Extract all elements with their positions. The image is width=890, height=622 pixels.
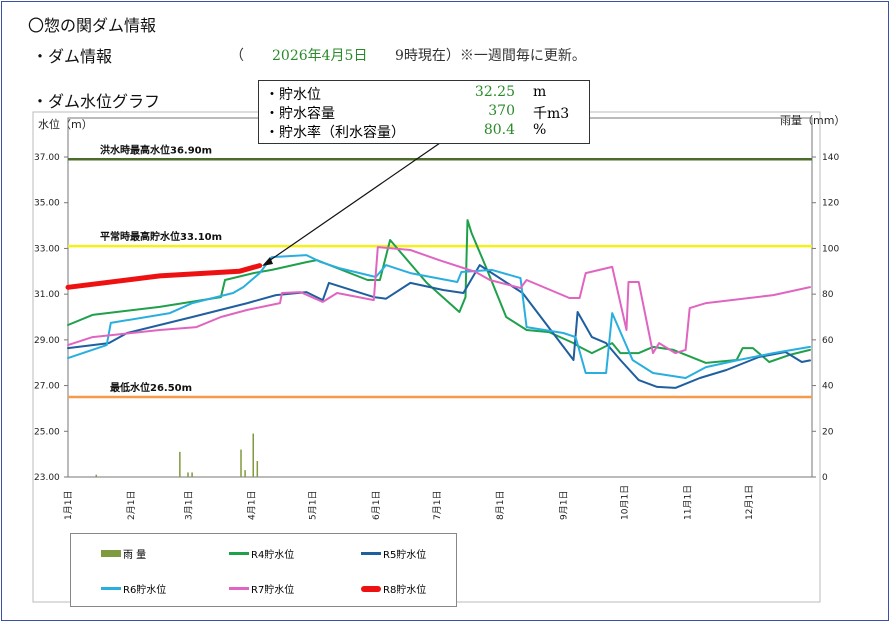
- x-tick-label: 1月1日: [63, 491, 74, 520]
- y2-tick-label: 80: [822, 290, 834, 300]
- legend-swatch: [101, 550, 121, 557]
- status-value: 370: [488, 103, 515, 119]
- x-tick-label: 11月1日: [683, 485, 694, 520]
- legend-swatch: [229, 587, 249, 590]
- update-date: 2026年4月5日: [272, 48, 368, 64]
- page-title: 〇惣の関ダム情報: [28, 16, 157, 35]
- legend-swatch: [101, 587, 121, 590]
- paren-open: （: [230, 48, 244, 64]
- y-tick-label: 27.00: [34, 382, 60, 392]
- legend-r4: R4貯水位: [229, 546, 294, 561]
- current-status-box: ・貯水位 32.25 m ・貯水容量 370 千m3 ・貯水率（利水容量） 80.4%: [258, 80, 590, 144]
- legend-swatch: [229, 552, 249, 555]
- chart-legend: 雨 量 R4貯水位 R5貯水位 R6貯水位 R7貯水位 R8貯水位: [70, 533, 457, 607]
- y2-tick-label: 40: [822, 382, 834, 392]
- x-tick-label: 4月1日: [246, 491, 257, 520]
- dam-info-label: ・ダム情報: [32, 47, 113, 66]
- status-row-rate: ・貯水率（利水容量） 80.4%: [265, 122, 585, 142]
- rain-bar: [244, 470, 246, 477]
- x-tick-label: 6月1日: [371, 491, 382, 520]
- rain-bar: [240, 449, 242, 477]
- x-tick-label: 5月1日: [308, 491, 319, 520]
- x-tick-label: 3月1日: [183, 491, 194, 520]
- series-line-r6: [67, 254, 811, 379]
- y2-tick-label: 20: [822, 427, 834, 437]
- series-line-r5: [67, 264, 811, 389]
- status-label: ・貯水率（利水容量）: [265, 125, 405, 141]
- y-tick-label: 37.00: [34, 153, 60, 163]
- series-line-r4: [67, 219, 811, 364]
- y2-tick-label: 100: [822, 244, 839, 254]
- y-tick-label: 29.00: [34, 336, 60, 346]
- chart-area: [32, 111, 821, 603]
- status-value: 80.4: [483, 122, 515, 138]
- rain-bar: [95, 474, 98, 477]
- legend-r8: R8貯水位: [361, 581, 426, 596]
- rain-bar: [187, 472, 189, 477]
- status-row-volume: ・貯水容量 370 千m3: [265, 103, 585, 123]
- y-tick-label: 33.00: [34, 244, 60, 254]
- x-tick-label: 2月1日: [126, 491, 137, 520]
- series-line-r8: [65, 263, 263, 290]
- status-unit: m: [533, 84, 547, 100]
- y-tick-label: 35.00: [34, 199, 60, 209]
- y2-axis-label: 雨量（mm）: [780, 114, 845, 127]
- rain-bar: [191, 472, 193, 477]
- legend-swatch: [361, 585, 381, 592]
- status-label: ・貯水位: [265, 87, 321, 103]
- status-value: 32.25: [474, 84, 515, 100]
- rain-bar: [179, 451, 181, 477]
- graph-label: ・ダム水位グラフ: [32, 92, 161, 111]
- series-line-r7: [67, 246, 811, 355]
- y2-tick-label: 0: [822, 473, 828, 483]
- y2-tick-label: 140: [822, 153, 839, 163]
- legend-label: 雨 量: [123, 550, 147, 561]
- legend-label: R5貯水位: [383, 550, 427, 561]
- reference-label: 平常時最高貯水位33.10m: [100, 230, 222, 243]
- x-tick-label: 8月1日: [495, 491, 506, 520]
- legend-r7: R7貯水位: [229, 581, 294, 596]
- status-unit: %: [533, 122, 547, 138]
- legend-swatch: [361, 552, 381, 555]
- x-tick-label: 10月1日: [619, 485, 630, 520]
- y2-tick-label: 120: [822, 199, 839, 209]
- callout-arrowhead: [262, 257, 273, 266]
- update-note: 9時現在）※一週間毎に更新。: [395, 48, 586, 64]
- legend-label: R6貯水位: [123, 585, 167, 596]
- y-tick-label: 31.00: [34, 290, 60, 300]
- x-tick-label: 7月1日: [432, 491, 443, 520]
- rain-bar: [256, 461, 259, 477]
- rain-bar: [252, 433, 254, 477]
- legend-r6: R6貯水位: [101, 581, 166, 596]
- x-tick-label: 9月1日: [558, 491, 569, 520]
- x-tick-label: 12月1日: [744, 485, 755, 520]
- status-row-level: ・貯水位 32.25 m: [265, 84, 585, 104]
- legend-r5: R5貯水位: [361, 546, 426, 561]
- y-tick-label: 25.00: [34, 427, 60, 437]
- reference-label: 洪水時最高水位36.90m: [100, 143, 212, 156]
- y-tick-label: 23.00: [34, 473, 60, 483]
- reference-label: 最低水位26.50m: [110, 381, 192, 394]
- callout-arrow: [265, 142, 441, 264]
- legend-label: R7貯水位: [251, 585, 295, 596]
- y-axis-label: 水位（m）: [38, 117, 93, 131]
- y2-tick-label: 60: [822, 336, 834, 346]
- legend-label: R8貯水位: [383, 585, 427, 596]
- legend-label: R4貯水位: [251, 550, 295, 561]
- status-label: ・貯水容量: [265, 106, 335, 122]
- status-unit: 千m3: [533, 106, 570, 122]
- legend-rain: 雨 量: [101, 546, 146, 561]
